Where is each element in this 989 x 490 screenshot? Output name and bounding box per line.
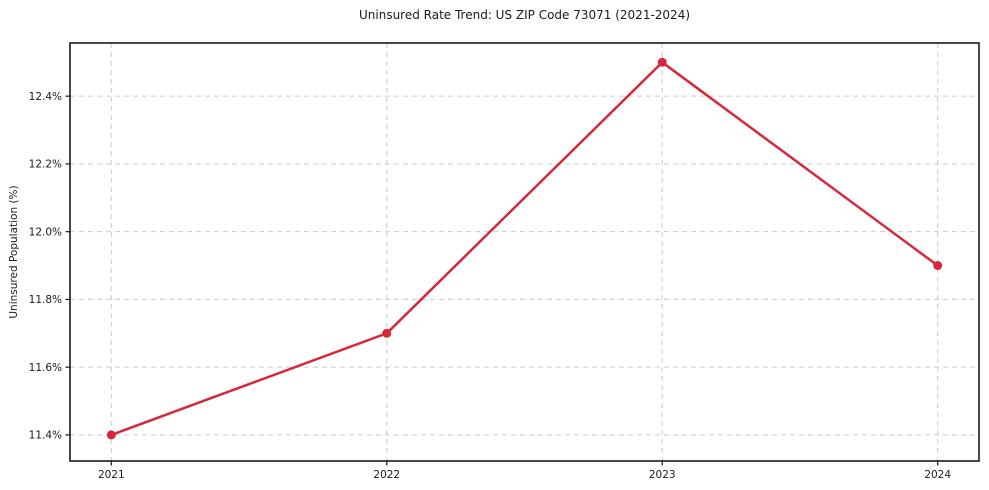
y-tick-label: 11.4% xyxy=(29,430,62,442)
data-point xyxy=(106,430,116,440)
chart-title: Uninsured Rate Trend: US ZIP Code 73071 … xyxy=(358,8,691,22)
data-point xyxy=(657,57,667,67)
y-tick-label: 12.2% xyxy=(29,159,62,171)
plot-border xyxy=(69,42,980,462)
x-tick-label: 2024 xyxy=(924,469,951,481)
trend-line xyxy=(110,61,939,437)
x-tick-label: 2022 xyxy=(373,469,400,481)
data-point xyxy=(382,328,392,338)
data-point xyxy=(933,261,943,271)
x-tick-label: 2023 xyxy=(649,469,676,481)
x-tick-label: 2021 xyxy=(98,469,125,481)
y-axis-label: Uninsured Population (%) xyxy=(8,185,20,319)
y-tick-label: 11.8% xyxy=(29,294,62,306)
y-tick-label: 12.0% xyxy=(29,226,62,238)
y-tick-label: 11.6% xyxy=(29,362,62,374)
y-tick-label: 12.4% xyxy=(29,91,62,103)
